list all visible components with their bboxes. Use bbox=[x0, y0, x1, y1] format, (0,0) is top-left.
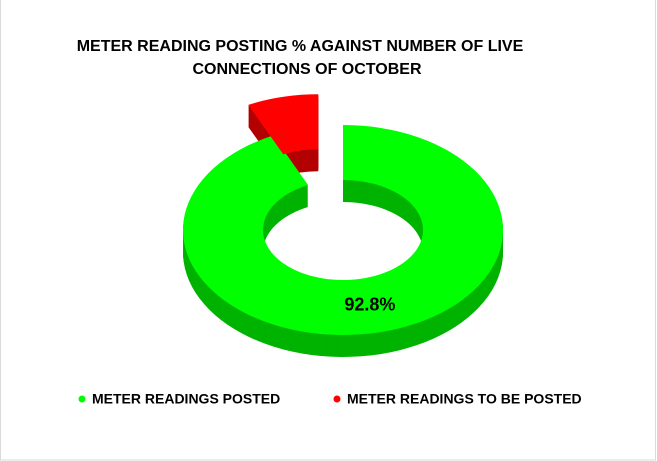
data-label: 92.8% bbox=[344, 294, 395, 314]
legend-marker bbox=[333, 395, 341, 403]
legend-label: METER READINGS TO BE POSTED bbox=[347, 391, 582, 407]
chart-title: METER READING POSTING % AGAINST NUMBER O… bbox=[77, 38, 524, 78]
legend-label: METER READINGS POSTED bbox=[92, 391, 280, 407]
legend-marker bbox=[78, 395, 86, 403]
donut-slice bbox=[248, 94, 319, 155]
donut-slice bbox=[183, 125, 504, 335]
title-line: METER READING POSTING % AGAINST NUMBER O… bbox=[77, 38, 524, 55]
title-line: CONNECTIONS OF OCTOBER bbox=[192, 61, 421, 78]
